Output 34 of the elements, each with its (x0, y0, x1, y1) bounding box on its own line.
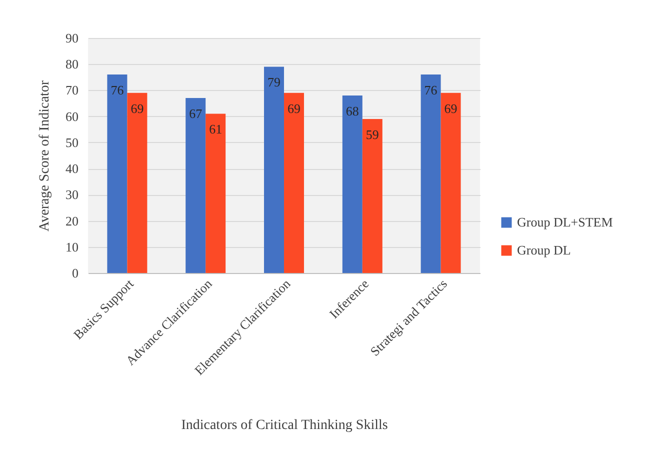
bar (420, 74, 441, 273)
y-tick-label: 10 (66, 239, 78, 254)
y-tick-label: 20 (66, 213, 78, 228)
bar (362, 118, 382, 273)
bar (284, 92, 304, 273)
data-label: 68 (346, 103, 359, 118)
y-tick-label: 40 (66, 161, 78, 176)
bar (186, 98, 206, 273)
y-tick-label: 70 (66, 82, 78, 98)
data-label: 69 (287, 100, 300, 116)
data-label: 69 (130, 100, 144, 116)
data-label: 76 (424, 82, 438, 98)
y-axis-title: Average Score of Indicator (38, 80, 52, 232)
legend-label: Group DL (517, 242, 571, 258)
bar (264, 66, 284, 273)
y-tick-label: 60 (66, 108, 78, 124)
y-tick-label: 80 (66, 56, 78, 72)
data-label: 76 (110, 82, 124, 98)
y-tick-label: 90 (66, 30, 78, 46)
bar (127, 92, 148, 273)
data-label: 69 (444, 100, 458, 116)
y-tick-label: 30 (66, 187, 78, 202)
bar (107, 74, 128, 273)
bar (206, 114, 226, 273)
data-label: 79 (268, 74, 281, 90)
bar (440, 92, 461, 273)
bar (342, 95, 362, 273)
y-tick-label: 50 (66, 134, 78, 150)
data-label: 59 (366, 126, 379, 142)
x-axis-title: Indicators of Critical Thinking Skills (181, 418, 388, 433)
legend-label: Group DL+STEM (517, 214, 614, 230)
data-label: 61 (209, 122, 222, 137)
data-label: 67 (189, 106, 203, 122)
y-tick-label: 0 (72, 266, 78, 280)
